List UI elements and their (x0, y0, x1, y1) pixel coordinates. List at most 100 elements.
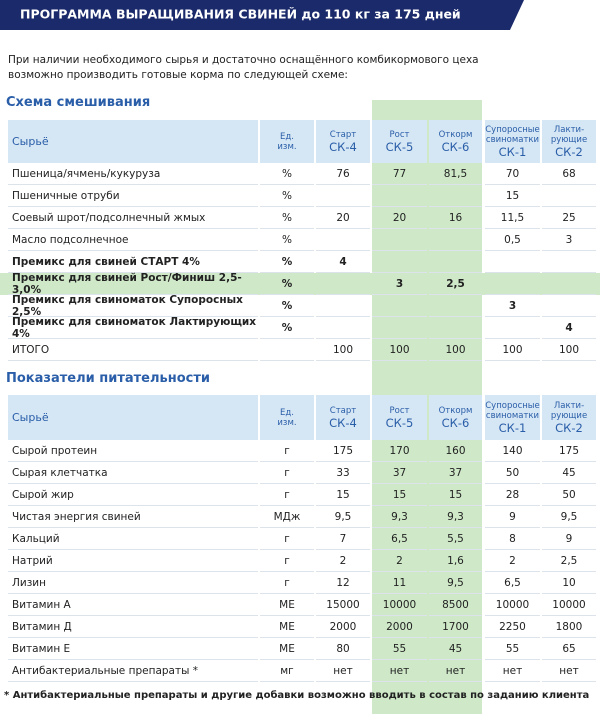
banner-title: ПРОГРАММА ВЫРАЩИВАНИЯ СВИНЕЙ до 110 кг з… (20, 7, 461, 22)
table-cell (429, 295, 482, 317)
row-label: Премикс для свиней Рост/Финиш 2,5-3,0% (8, 272, 258, 296)
table-cell: 20 (372, 207, 427, 229)
table-cell: г (260, 484, 314, 506)
banner: ПРОГРАММА ВЫРАЩИВАНИЯ СВИНЕЙ до 110 кг з… (0, 0, 524, 30)
table-cell: МДж (260, 506, 314, 528)
table-cell: МЕ (260, 616, 314, 638)
table-cell: 70 (485, 163, 540, 185)
table-cell: г (260, 440, 314, 462)
row-label: Кальций (8, 528, 258, 550)
header-text: свиноматки (485, 410, 540, 421)
header-text: Ед. (280, 131, 294, 142)
table-cell (542, 295, 596, 317)
table-cell: 175 (316, 440, 370, 462)
table-cell: нет (542, 660, 596, 682)
row-label: Витамин А (8, 594, 258, 616)
header-code: СК-2 (555, 144, 583, 159)
header-cell: Лакти-рующие СК-2 (542, 395, 596, 440)
table-cell (316, 229, 370, 251)
header-code: СК-6 (441, 139, 470, 154)
table-cell: 4 (542, 317, 596, 339)
row-label: Пшеница/ячмень/кукуруза (8, 163, 258, 185)
header-cell: Рост СК-5 (372, 395, 427, 440)
table-cell: 2,5 (542, 550, 596, 572)
table-cell (372, 229, 427, 251)
table-cell: 8 (485, 528, 540, 550)
table-cell: 25 (542, 207, 596, 229)
table-cell: 9,5 (429, 572, 482, 594)
header-code: СК-1 (498, 144, 527, 159)
table-cell: 11 (372, 572, 427, 594)
row-label: Премикс для свиноматок Супоросных 2,5% (8, 294, 258, 318)
table-cell: 9 (542, 528, 596, 550)
table-cell: 28 (485, 484, 540, 506)
table-cell: 45 (542, 462, 596, 484)
table-cell: 80 (316, 638, 370, 660)
row-label: Сырой протеин (8, 440, 258, 462)
table-cell: 37 (372, 462, 427, 484)
table-cell: 175 (542, 440, 596, 462)
header-code: СК-2 (555, 420, 583, 435)
header-cell: Старт СК-4 (316, 395, 370, 440)
table-cell: 55 (485, 638, 540, 660)
header-text: свиноматки (485, 134, 540, 145)
table-cell: 100 (316, 339, 370, 361)
table-cell (542, 251, 596, 273)
header-text: Сырьё (12, 410, 49, 424)
header-text: Старт (329, 129, 357, 140)
header-cell: Откорм СК-6 (429, 120, 482, 163)
table-cell (485, 317, 540, 339)
table-cell: 3 (485, 295, 540, 317)
header-text: Откорм (438, 405, 473, 416)
table-cell: 4 (316, 251, 370, 273)
header-cell: Старт СК-4 (316, 120, 370, 163)
table-cell: г (260, 462, 314, 484)
header-text: изм. (277, 417, 297, 428)
table-cell (429, 185, 482, 207)
table-cell: 100 (372, 339, 427, 361)
table-cell: 1700 (429, 616, 482, 638)
header-text: Лакти- (553, 400, 585, 411)
table-cell: % (260, 185, 314, 207)
table-cell: 50 (542, 484, 596, 506)
header-cell: Сырьё (8, 120, 258, 163)
table-cell: 77 (372, 163, 427, 185)
table-cell: 2000 (316, 616, 370, 638)
table-cell: 2 (372, 550, 427, 572)
table-cell (316, 295, 370, 317)
header-text: Рост (389, 129, 410, 140)
row-label: Масло подсолнечное (8, 229, 258, 251)
table-cell: 65 (542, 638, 596, 660)
header-code: СК-4 (329, 415, 357, 430)
table-cell: МЕ (260, 638, 314, 660)
header-text: Рост (389, 405, 410, 416)
header-code: СК-4 (329, 139, 357, 154)
table-cell (372, 251, 427, 273)
table-cell: 50 (485, 462, 540, 484)
header-code: СК-1 (498, 420, 527, 435)
header-cell: Лакти-рующие СК-2 (542, 120, 596, 163)
header-text: Откорм (438, 129, 473, 140)
table-cell: 9 (485, 506, 540, 528)
table-cell: % (260, 251, 314, 273)
header-code: СК-5 (385, 415, 414, 430)
row-label: Витамин Д (8, 616, 258, 638)
header-code: СК-5 (385, 139, 414, 154)
table-cell: 20 (316, 207, 370, 229)
row-label: Сырая клетчатка (8, 462, 258, 484)
table-cell: 15 (429, 484, 482, 506)
table-cell: 12 (316, 572, 370, 594)
header-cell: Рост СК-5 (372, 120, 427, 163)
table-cell: 6,5 (485, 572, 540, 594)
table-cell: 9,3 (372, 506, 427, 528)
table-cell: % (260, 207, 314, 229)
header-text: рующие (550, 410, 588, 421)
header-cell: Супоросные свиноматки СК-1 (485, 395, 540, 440)
table-cell: г (260, 550, 314, 572)
table-cell: % (260, 295, 314, 317)
header-cell: Сырьё (8, 395, 258, 440)
table-cell: 15 (316, 484, 370, 506)
table-cell: 100 (542, 339, 596, 361)
table-cell (316, 185, 370, 207)
table-cell: 7 (316, 528, 370, 550)
